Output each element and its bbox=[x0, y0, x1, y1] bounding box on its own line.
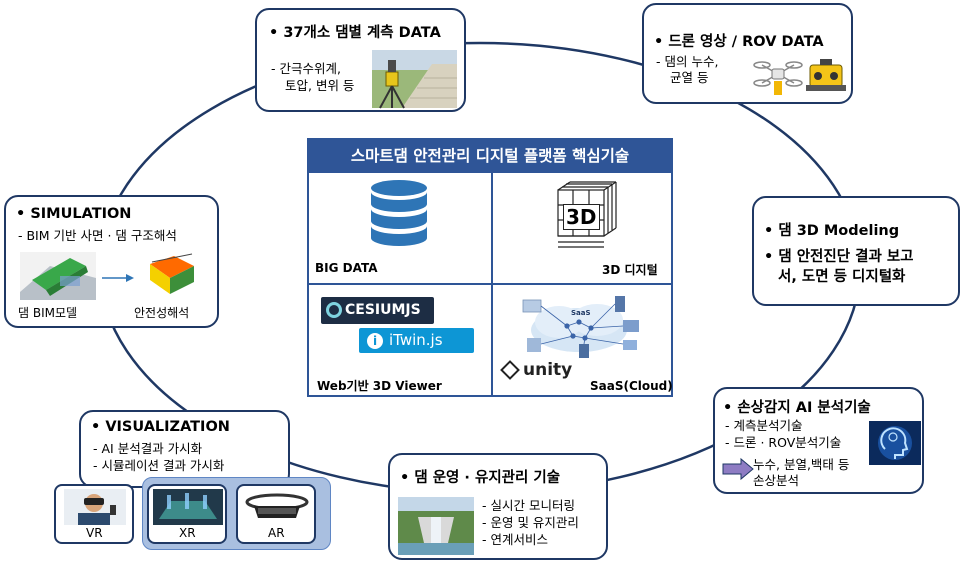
core-technology-title: 스마트댐 안전관리 디지털 플랫폼 핵심기술 bbox=[309, 140, 671, 173]
measurement-line-1: - 간극수위계, bbox=[271, 61, 341, 76]
operation-line-3: - 연계서비스 bbox=[482, 532, 548, 547]
modeling-bullet-2b: 서, 도면 등 디지털화 bbox=[778, 269, 906, 285]
cesium-ring-icon bbox=[326, 302, 342, 318]
itwin-logo: i iTwin.js bbox=[359, 328, 474, 353]
measurement-data-box: • 37개소 댐별 계측 DATA - 간극수위계, 토압, 변위 등 bbox=[255, 8, 466, 112]
dam-bim-model-image bbox=[20, 252, 96, 300]
visualization-line-1: - AI 분석결과 가시화 bbox=[93, 441, 203, 456]
cesium-logo-text: CESIUMJS bbox=[345, 302, 421, 318]
simulation-box: • SIMULATION - BIM 기반 사면 · 댐 구조해석 댐 BIM모… bbox=[4, 195, 219, 328]
saas-label: SaaS(Cloud) bbox=[590, 379, 673, 393]
modeling-bullet-2a: • 댐 안전진단 결과 보고 bbox=[764, 249, 914, 265]
ai-analysis-box: • 손상감지 AI 분석기술 - 계측분석기술 - 드론 · ROV분석기술 누… bbox=[713, 387, 924, 494]
digital-3d-label: 3D 디지털 bbox=[602, 263, 658, 277]
operation-title: • 댐 운영 · 유지관리 기술 bbox=[400, 470, 561, 486]
viewer-label: Web기반 3D Viewer bbox=[317, 379, 442, 393]
ar-caption: AR bbox=[268, 526, 285, 540]
visualization-line-2: - 시뮬레이션 결과 가시화 bbox=[93, 458, 225, 473]
modeling-box: • 댐 3D Modeling • 댐 안전진단 결과 보고 서, 도면 등 디… bbox=[752, 196, 960, 306]
saas-cloud-diagram: SaaS bbox=[519, 292, 649, 362]
itwin-logo-text: iTwin.js bbox=[389, 331, 443, 349]
dam-survey-photo bbox=[372, 50, 457, 109]
ai-brain-icon bbox=[869, 421, 921, 465]
visualization-title: • VISUALIZATION bbox=[91, 419, 230, 435]
saas-text: SaaS bbox=[571, 309, 591, 317]
cube-3d-icon bbox=[557, 181, 617, 248]
rov-icon bbox=[806, 59, 846, 91]
right-arrow-icon bbox=[722, 457, 754, 481]
simulation-title: • SIMULATION bbox=[16, 206, 132, 222]
operation-box: • 댐 운영 · 유지관리 기술 - 실시간 모니터링 - 운영 및 유지관리 … bbox=[388, 453, 608, 560]
xr-caption: XR bbox=[179, 526, 196, 540]
cloud-network-icon bbox=[522, 296, 639, 358]
ai-line-4: 손상분석 bbox=[753, 473, 800, 488]
modeling-bullet-1: • 댐 3D Modeling bbox=[764, 223, 900, 239]
grid-horizontal-divider bbox=[309, 283, 671, 285]
drone-line-2: 균열 등 bbox=[670, 70, 709, 85]
ai-line-3: 누수, 분열,백태 등 bbox=[753, 457, 850, 472]
simulation-line-1: - BIM 기반 사면 · 댐 구조해석 bbox=[18, 228, 177, 243]
drone-title: • 드론 영상 / ROV DATA bbox=[654, 34, 824, 50]
measurement-line-2: 토압, 변위 등 bbox=[285, 78, 355, 93]
unity-cube-icon bbox=[500, 360, 520, 380]
cesium-logo: CESIUMJS bbox=[321, 297, 434, 324]
xr-card: XR bbox=[147, 484, 227, 544]
ai-title: • 손상감지 AI 분석기술 bbox=[723, 400, 871, 416]
bim-model-caption: 댐 BIM모델 bbox=[18, 306, 78, 320]
core-technology-panel: 스마트댐 안전관리 디지털 플랫폼 핵심기술 BIG DATA 3D 3D 디지… bbox=[307, 138, 673, 397]
drone-rov-data-box: • 드론 영상 / ROV DATA - 댐의 누수, 균열 등 bbox=[642, 3, 853, 104]
big-data-label: BIG DATA bbox=[315, 261, 378, 275]
unity-logo: unity bbox=[500, 360, 573, 380]
vr-caption: VR bbox=[86, 526, 103, 540]
safety-analysis-caption: 안전성해석 bbox=[134, 306, 190, 320]
measurement-title: • 37개소 댐별 계측 DATA bbox=[269, 25, 441, 41]
ar-headset-photo bbox=[245, 493, 309, 518]
database-icon bbox=[371, 180, 427, 246]
right-arrow-small-icon bbox=[102, 274, 134, 282]
vr-card: VR bbox=[54, 484, 134, 544]
drone-line-1: - 댐의 누수, bbox=[656, 54, 719, 69]
itwin-info-icon: i bbox=[367, 332, 383, 349]
safety-analysis-image bbox=[140, 252, 202, 300]
operation-line-1: - 실시간 모니터링 bbox=[482, 498, 575, 513]
ar-card: AR bbox=[236, 484, 316, 544]
unity-logo-text: unity bbox=[523, 360, 573, 380]
xr-scene-photo bbox=[153, 489, 223, 525]
cube-3d-text: 3D bbox=[563, 204, 600, 230]
dam-photo bbox=[398, 497, 474, 555]
ai-line-1: - 계측분석기술 bbox=[725, 418, 803, 433]
ai-line-2: - 드론 · ROV분석기술 bbox=[725, 435, 842, 450]
operation-line-2: - 운영 및 유지관리 bbox=[482, 515, 579, 530]
drone-icon bbox=[753, 61, 803, 95]
vr-headset-photo bbox=[64, 489, 126, 525]
